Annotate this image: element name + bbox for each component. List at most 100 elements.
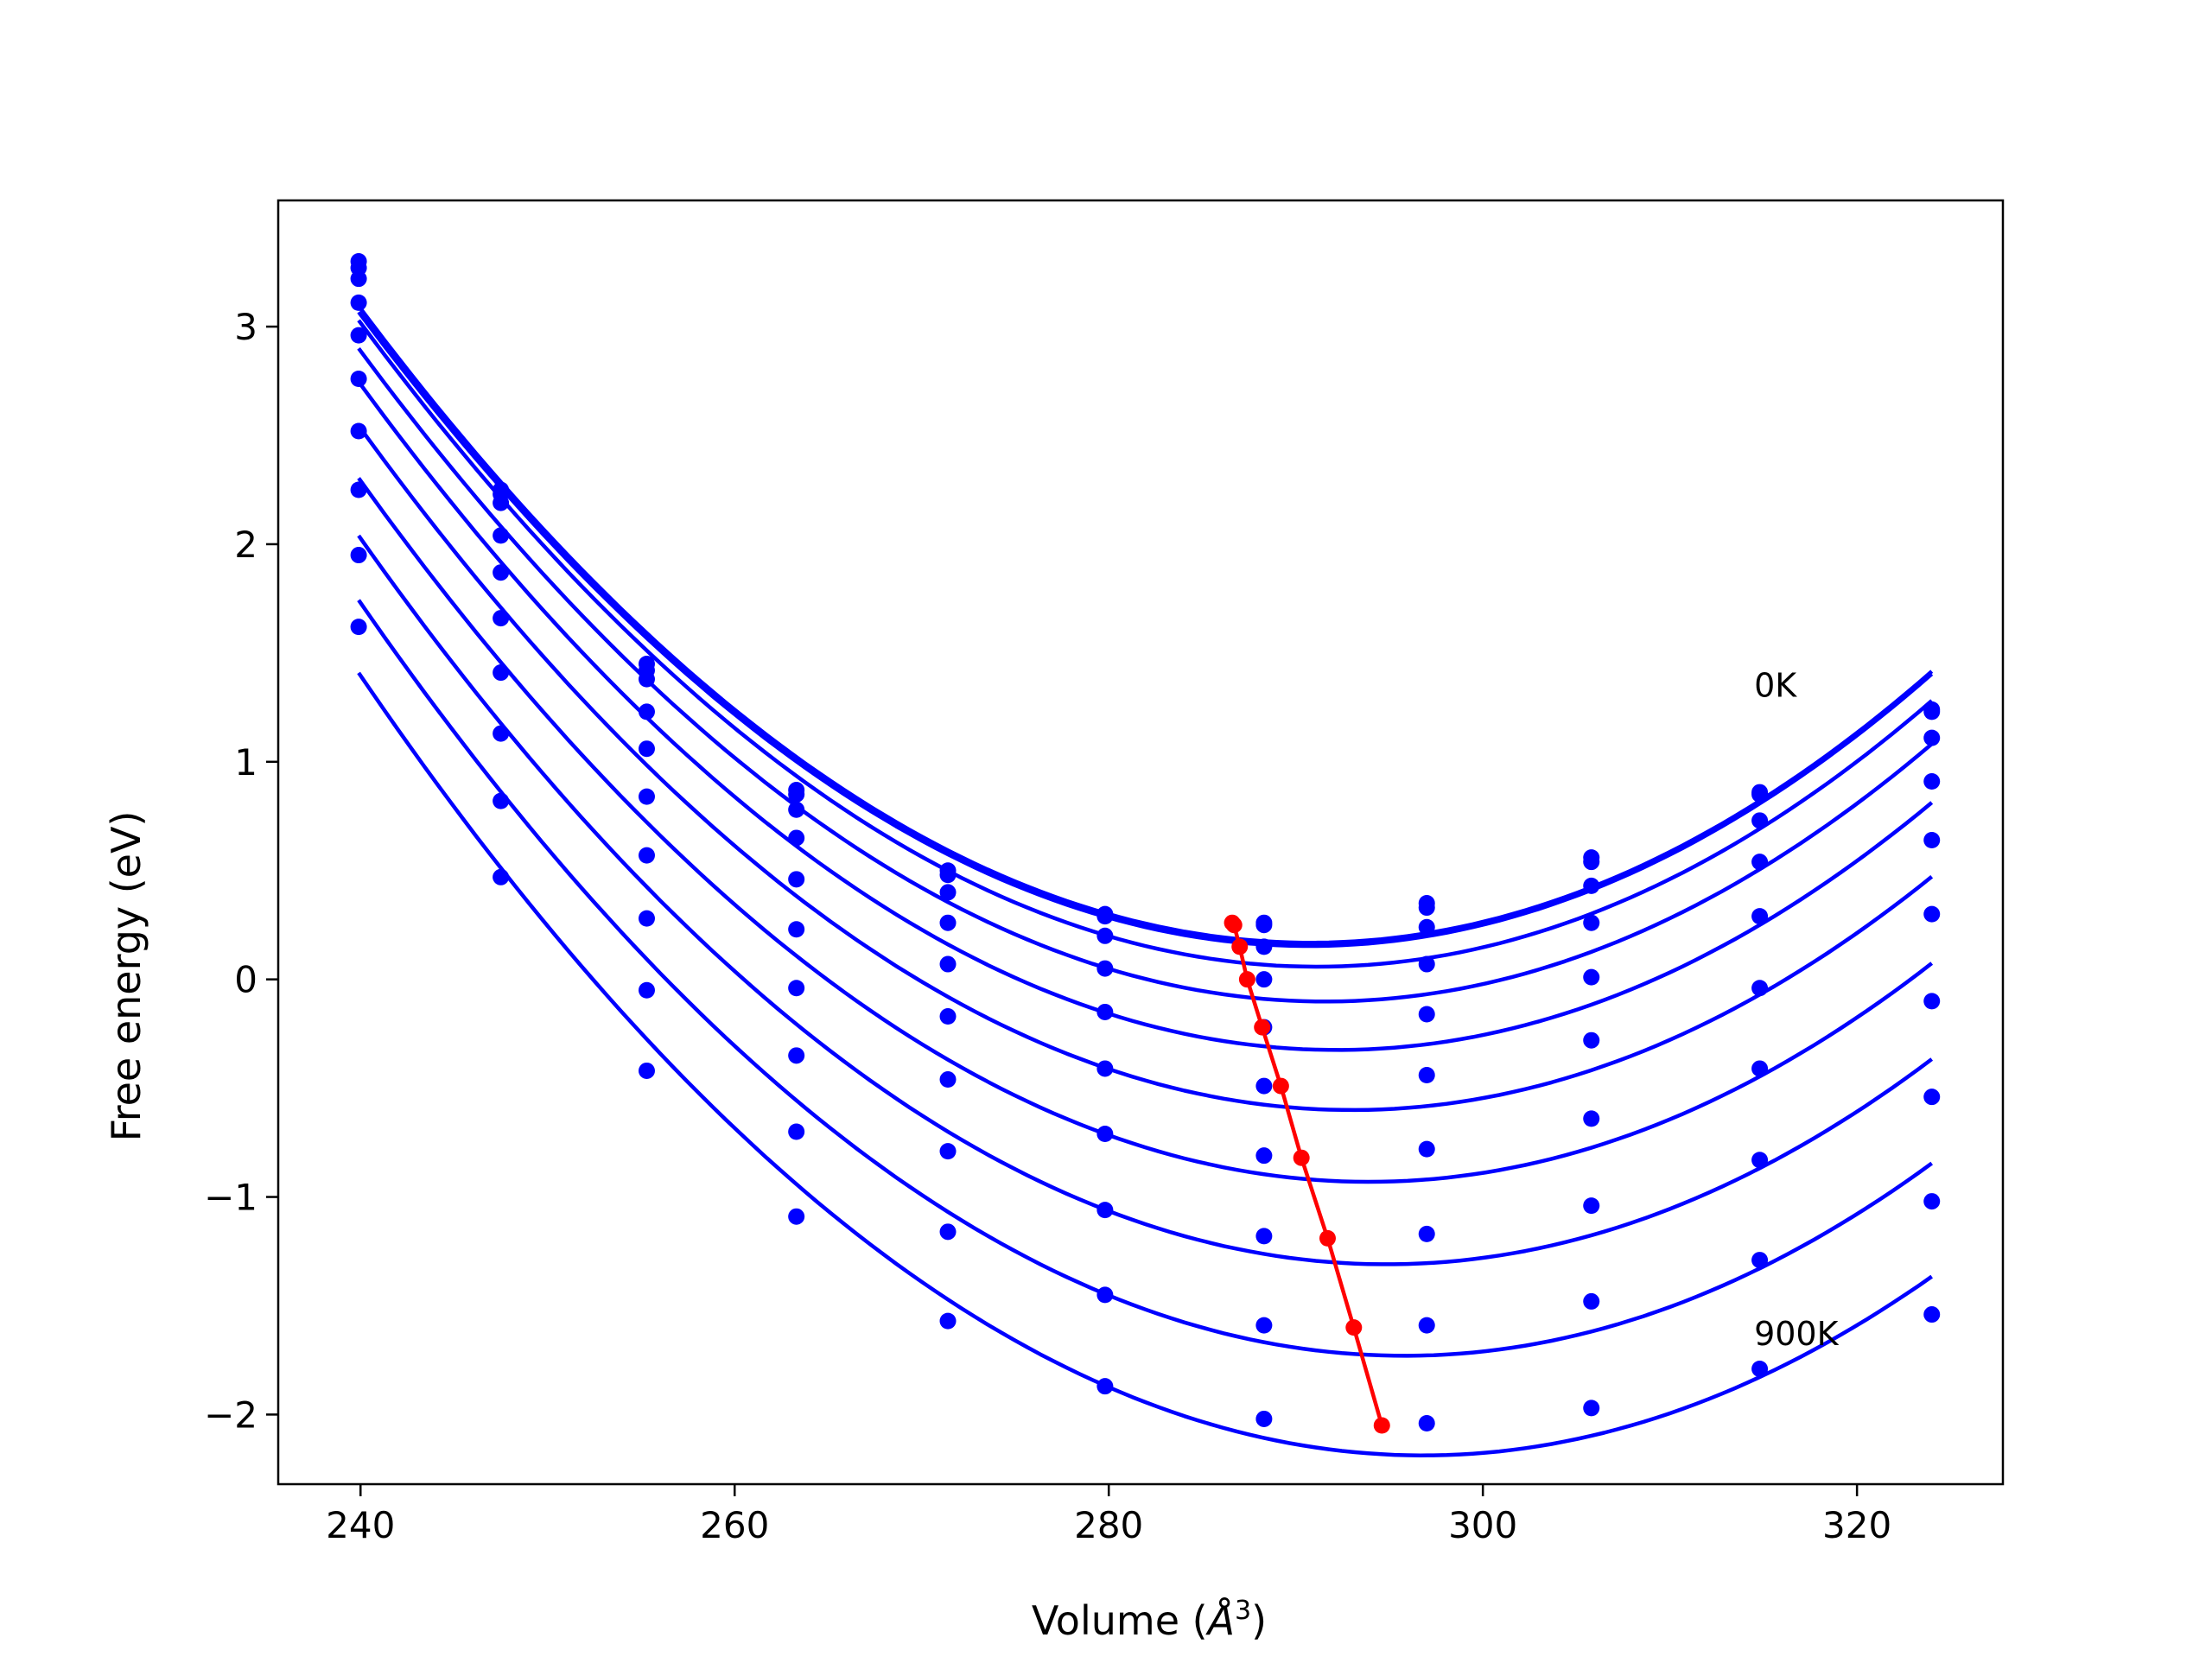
data-point [1096, 1286, 1114, 1304]
x-axis-label-close: ) [1251, 1597, 1267, 1644]
data-point [1583, 854, 1600, 871]
series-curve [357, 380, 1934, 1052]
series-curve [357, 599, 1934, 1358]
x-tick-label: 300 [1448, 1504, 1517, 1546]
data-point [1418, 1140, 1435, 1158]
data-point [1418, 1225, 1435, 1242]
data-point [939, 1071, 957, 1089]
data-point [788, 871, 805, 888]
data-point [1583, 1197, 1600, 1215]
series-9 [350, 619, 1941, 1457]
data-point [1751, 854, 1769, 871]
y-tick-label: 2 [234, 524, 257, 566]
temperature-annotation: 0K [1754, 666, 1797, 704]
data-point [1923, 1089, 1941, 1106]
data-point [1751, 1152, 1769, 1169]
data-point [1096, 1003, 1114, 1020]
data-point [1751, 908, 1769, 925]
data-point [788, 786, 805, 803]
data-point [939, 884, 957, 901]
minimum-point [1345, 1319, 1363, 1336]
x-axis-ticks: 240 260 280 300 320 [326, 1484, 1891, 1546]
minimum-point [1225, 917, 1243, 934]
minimum-point [1272, 1077, 1289, 1095]
data-point [939, 955, 957, 973]
data-point [788, 1123, 805, 1140]
y-tick-label: 3 [234, 306, 257, 348]
minimum-trace-layer [1224, 914, 1390, 1434]
data-point [1923, 729, 1941, 746]
data-point [939, 1007, 957, 1025]
data-point [638, 740, 655, 758]
data-point [638, 910, 655, 927]
data-point [1583, 968, 1600, 986]
data-point [1751, 1252, 1769, 1269]
series-4 [350, 327, 1941, 1052]
series-6 [350, 422, 1941, 1184]
data-point [1923, 1193, 1941, 1210]
series-curve [357, 534, 1934, 1266]
series-curve [357, 424, 1934, 1113]
data-point [1751, 980, 1769, 997]
data-point [1583, 1031, 1600, 1049]
data-point [1923, 993, 1941, 1010]
y-tick-label: −2 [204, 1393, 257, 1436]
data-point [493, 868, 510, 885]
data-point [1096, 1125, 1114, 1142]
x-tick-label: 280 [1074, 1504, 1143, 1546]
data-point [350, 327, 367, 344]
data-point [1255, 1147, 1273, 1165]
data-point [1255, 971, 1273, 988]
data-point [1418, 1317, 1435, 1334]
series-curve [357, 477, 1934, 1184]
data-point [1751, 786, 1769, 803]
y-tick-label: −1 [204, 1177, 257, 1219]
data-point [1255, 1317, 1273, 1334]
data-point [1096, 927, 1114, 944]
data-point [493, 494, 510, 511]
series-curve [357, 310, 1934, 949]
data-point [1255, 1077, 1273, 1095]
x-tick-label: 240 [326, 1504, 395, 1546]
data-point [493, 564, 510, 581]
data-point [1923, 905, 1941, 923]
data-point [788, 980, 805, 997]
data-point [1096, 960, 1114, 977]
data-point [788, 1208, 805, 1225]
plot-area [350, 253, 1941, 1457]
data-point [350, 270, 367, 288]
minimum-point [1319, 1229, 1336, 1247]
data-point [1418, 955, 1435, 973]
annotations: 0K 900K [1754, 666, 1840, 1353]
data-point [350, 481, 367, 498]
data-point [1583, 914, 1600, 931]
data-point [1255, 1228, 1273, 1245]
x-axis-label-exponent: 3 [1235, 1596, 1251, 1626]
data-point [493, 610, 510, 627]
y-axis-ticks: −2 −1 0 1 2 3 [204, 306, 278, 1436]
series-curve [357, 304, 1934, 945]
data-point [1096, 1060, 1114, 1077]
data-point [1923, 772, 1941, 790]
data-point [1418, 1006, 1435, 1023]
data-point [788, 801, 805, 818]
data-point [1255, 1410, 1273, 1427]
data-point [1418, 899, 1435, 917]
data-point [1096, 908, 1114, 925]
data-point [350, 422, 367, 440]
series-curve [357, 671, 1933, 1457]
data-point [1583, 1110, 1600, 1127]
x-axis-label: Volume (Å3) [1032, 1596, 1267, 1644]
x-axis-label-text: Volume ( [1032, 1597, 1208, 1644]
data-point [939, 1143, 957, 1160]
data-point [350, 619, 367, 636]
data-point [638, 847, 655, 864]
series-8 [350, 547, 1941, 1358]
data-point [939, 1223, 957, 1241]
data-point [493, 725, 510, 742]
data-point [1418, 918, 1435, 936]
y-axis-label: Free energy (eV) [103, 811, 149, 1142]
